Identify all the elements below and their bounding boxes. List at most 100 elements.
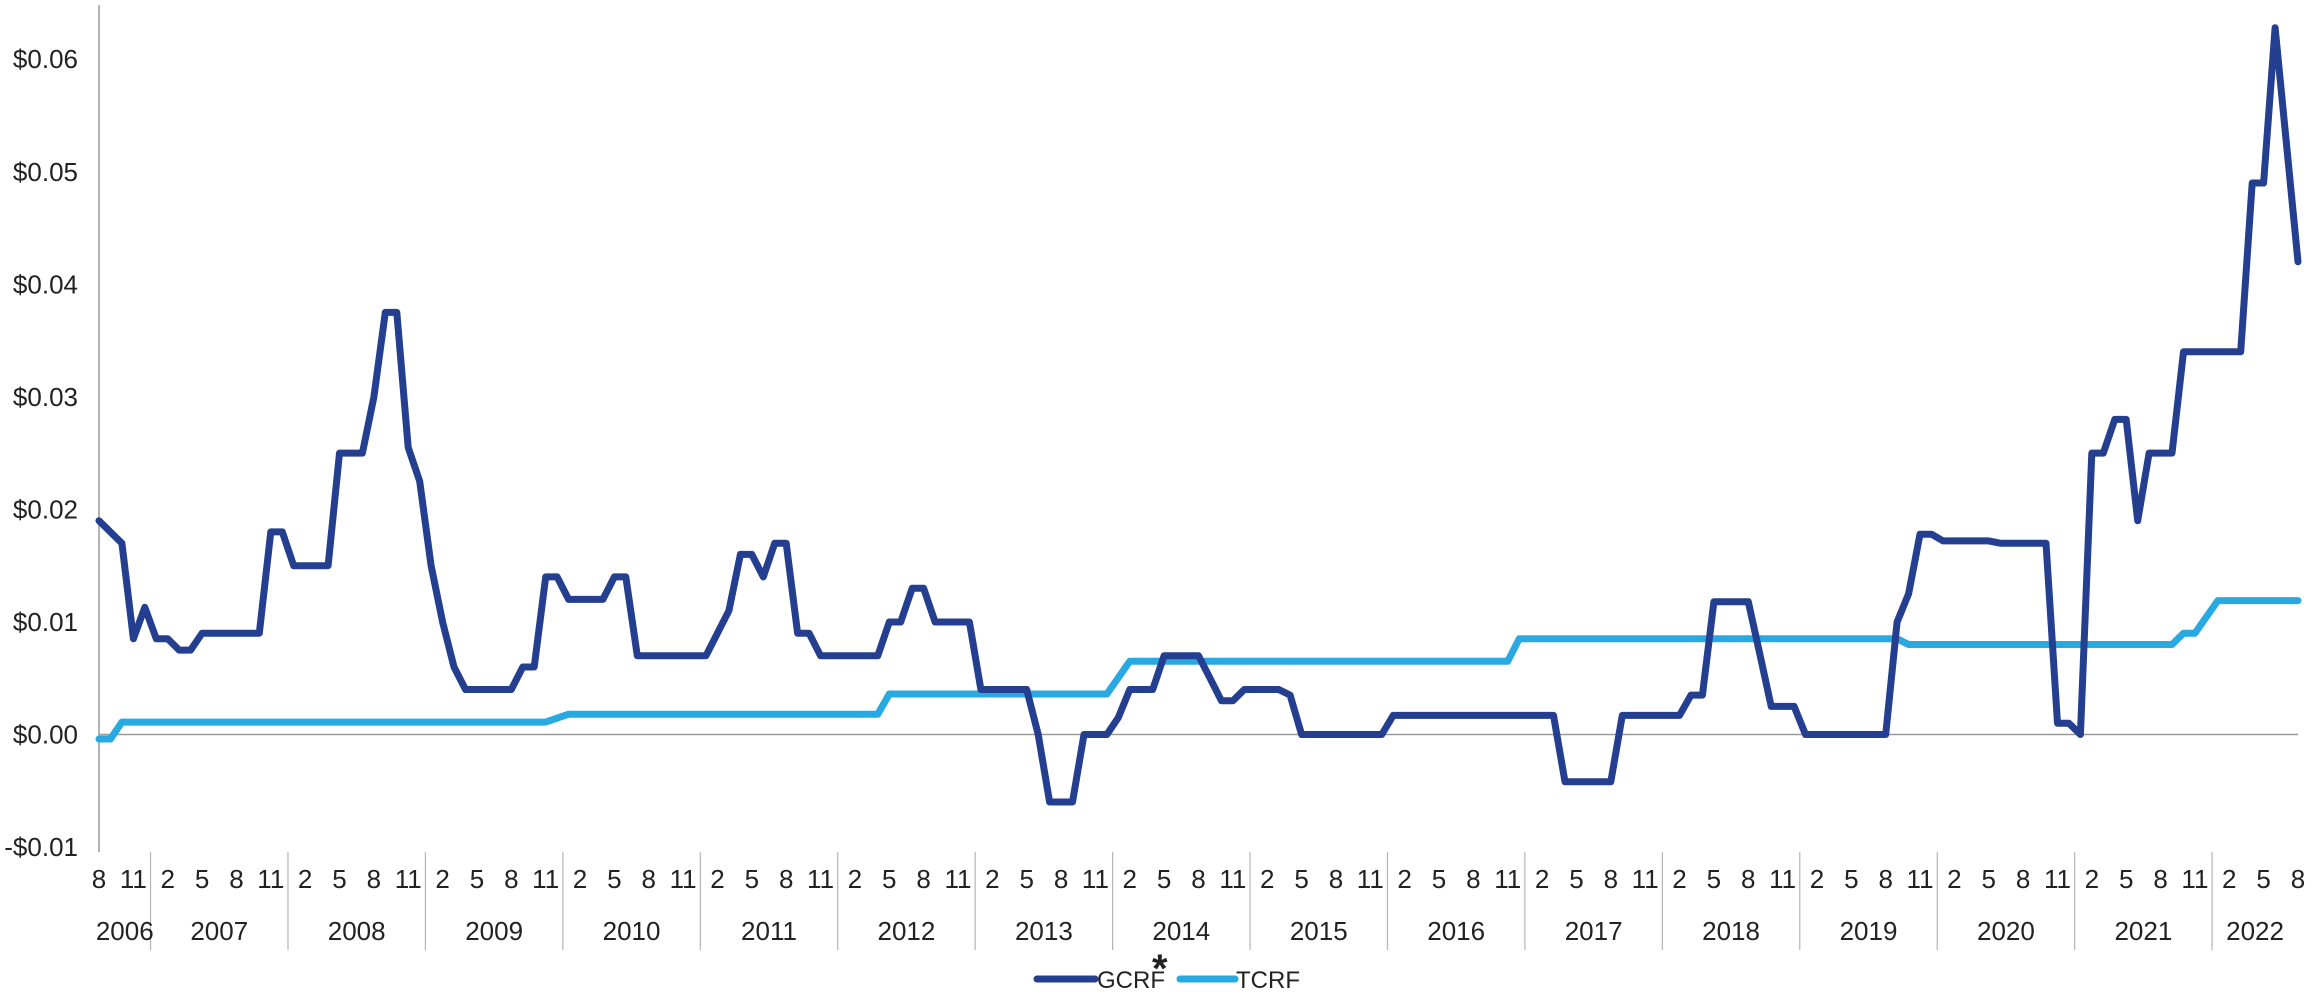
x-month-label: 2 (848, 864, 862, 894)
x-year-label: 2009 (465, 916, 523, 946)
x-month-label: 5 (1707, 864, 1721, 894)
x-month-label: 5 (470, 864, 484, 894)
x-month-label: 8 (1466, 864, 1480, 894)
x-year-label: 2018 (1702, 916, 1760, 946)
legend: GCRF TCRF * (1033, 947, 1300, 994)
x-month-label: 2 (2222, 864, 2236, 894)
x-month-label: 11 (2181, 864, 2208, 894)
x-year-label: 2017 (1565, 916, 1623, 946)
x-month-label: 11 (1494, 864, 1521, 894)
footnote-asterisk: * (1152, 947, 1168, 991)
series-lines (95, 24, 2302, 806)
x-month-label: 5 (332, 864, 346, 894)
x-month-label: 11 (1632, 864, 1659, 894)
x-year-label: 2016 (1427, 916, 1485, 946)
x-year-label: 2008 (328, 916, 386, 946)
x-month-label: 8 (92, 864, 106, 894)
x-month-label: 8 (1054, 864, 1068, 894)
legend-label-gcrf: GCRF (1097, 967, 1165, 991)
x-month-label: 5 (195, 864, 209, 894)
x-month-label: 5 (1019, 864, 1033, 894)
x-axis: 8 11 2 5 8 11 2 5 8 11 2 5 8 11 2 5 8 11 2 5 8 11 2 5 8 11 2 5 8 11 2 5… (92, 733, 2305, 950)
x-year-label: 2022 (2226, 916, 2284, 946)
x-month-label: 2 (573, 864, 587, 894)
x-month-label: 8 (229, 864, 243, 894)
x-year-label: 2010 (603, 916, 661, 946)
x-month-label: 8 (779, 864, 793, 894)
x-month-label: 11 (1357, 864, 1384, 894)
x-month-label: 11 (1219, 864, 1246, 894)
x-year-label: 2013 (1015, 916, 1073, 946)
x-month-label: 2 (1123, 864, 1137, 894)
x-month-label: 5 (2256, 864, 2270, 894)
x-month-label: 2 (985, 864, 999, 894)
x-month-label: 2 (1260, 864, 1274, 894)
x-year-label: 2012 (878, 916, 936, 946)
x-month-label: 2 (710, 864, 724, 894)
x-month-label: 2 (1947, 864, 1961, 894)
x-month-label: 2 (160, 864, 174, 894)
x-month-label: 11 (1082, 864, 1109, 894)
x-year-label: 2011 (741, 916, 797, 946)
x-month-label: 5 (1844, 864, 1858, 894)
x-month-label: 8 (1604, 864, 1618, 894)
x-year-label: 2007 (190, 916, 248, 946)
y-tick-label: $0.00 (13, 720, 78, 750)
x-month-label: 2 (2085, 864, 2099, 894)
x-month-label: 11 (532, 864, 559, 894)
y-tick-label: $0.04 (13, 269, 78, 299)
x-month-label: 5 (1982, 864, 1996, 894)
x-month-label: 11 (1769, 864, 1796, 894)
x-year-label: 2015 (1290, 916, 1348, 946)
x-month-label: 5 (1569, 864, 1583, 894)
x-month-label: 8 (2153, 864, 2167, 894)
x-month-label: 5 (745, 864, 759, 894)
x-month-label: 11 (395, 864, 422, 894)
x-year-label: 2014 (1152, 916, 1210, 946)
x-month-label: 5 (1157, 864, 1171, 894)
x-month-label: 5 (882, 864, 896, 894)
x-month-label: 2 (298, 864, 312, 894)
x-month-label: 11 (257, 864, 284, 894)
x-month-label: 8 (1878, 864, 1892, 894)
x-month-label: 8 (916, 864, 930, 894)
x-year-label: 2006 (96, 916, 154, 946)
series-line-tcrf (95, 597, 2302, 743)
series-line-gcrf (95, 24, 2302, 806)
y-tick-label: -$0.01 (4, 832, 78, 862)
y-tick-label: $0.01 (13, 607, 78, 637)
y-axis: $0.06 $0.05 $0.04 $0.03 $0.02 $0.01 $0.00 -$0.0… (4, 5, 100, 862)
x-month-label: 8 (1191, 864, 1205, 894)
x-month-label: 2 (1810, 864, 1824, 894)
x-month-label: 8 (2291, 864, 2305, 894)
x-month-label: 5 (1432, 864, 1446, 894)
x-year-label: 2020 (1977, 916, 2035, 946)
x-month-label: 2 (1397, 864, 1411, 894)
x-month-label: 11 (944, 864, 971, 894)
x-year-label: 2019 (1840, 916, 1898, 946)
x-month-label: 11 (2044, 864, 2071, 894)
x-month-label: 11 (120, 864, 147, 894)
x-month-label: 2 (1672, 864, 1686, 894)
legend-label-tcrf: TCRF (1236, 967, 1300, 991)
y-tick-label: $0.02 (13, 494, 78, 524)
y-tick-label: $0.05 (13, 157, 78, 187)
x-month-label: 5 (607, 864, 621, 894)
x-month-label: 8 (504, 864, 518, 894)
y-tick-label: $0.06 (13, 44, 78, 74)
x-month-label: 11 (670, 864, 697, 894)
x-month-label: 5 (1294, 864, 1308, 894)
x-month-label: 8 (367, 864, 381, 894)
x-year-label: 2021 (2114, 916, 2172, 946)
x-month-label: 8 (2016, 864, 2030, 894)
x-month-label: 11 (1907, 864, 1934, 894)
x-month-label: 11 (807, 864, 834, 894)
x-month-label: 2 (435, 864, 449, 894)
x-month-label: 2 (1535, 864, 1549, 894)
x-month-label: 5 (2119, 864, 2133, 894)
x-month-label: 8 (1329, 864, 1343, 894)
x-month-label: 8 (642, 864, 656, 894)
x-month-label: 8 (1741, 864, 1755, 894)
